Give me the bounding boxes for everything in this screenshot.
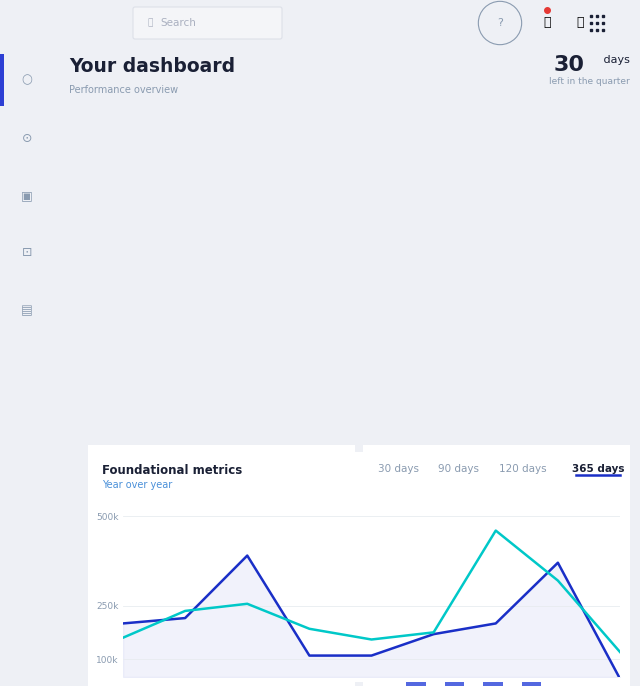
Text: This week  ∨: This week ∨ [379, 478, 441, 488]
Text: days: days [600, 55, 630, 65]
Text: Year over year: Year over year [102, 480, 172, 490]
Text: This quarter: This quarter [104, 478, 163, 488]
Text: Performance overview: Performance overview [69, 85, 178, 95]
FancyBboxPatch shape [361, 443, 632, 686]
Bar [483, 571, 502, 686]
Text: Search: Search [160, 18, 196, 28]
Bar [522, 543, 541, 686]
Text: Your dashboard: Your dashboard [69, 57, 235, 76]
Text: 🔔: 🔔 [543, 16, 551, 29]
Text: ?: ? [497, 18, 503, 28]
Text: 🔍: 🔍 [147, 19, 152, 27]
Bar [445, 563, 464, 686]
Text: ⊙: ⊙ [22, 132, 32, 145]
FancyBboxPatch shape [86, 450, 632, 684]
Text: ○: ○ [22, 73, 33, 86]
Text: 30 days: 30 days [378, 464, 419, 474]
FancyBboxPatch shape [86, 443, 357, 686]
Text: 30: 30 [554, 55, 585, 75]
Text: Consultations: Consultations [379, 462, 470, 475]
Bar [0, 54, 4, 106]
FancyBboxPatch shape [133, 7, 282, 39]
Text: 👤: 👤 [576, 16, 584, 29]
Text: left in the quarter: left in the quarter [549, 77, 630, 86]
Text: ▤: ▤ [21, 305, 33, 318]
Text: ⊡: ⊡ [22, 246, 32, 259]
Text: ▣: ▣ [21, 189, 33, 202]
Text: 90 days: 90 days [438, 464, 479, 474]
Text: Account reach: Account reach [104, 462, 199, 475]
Text: 67%: 67% [197, 578, 245, 598]
Text: 120 days: 120 days [499, 464, 547, 474]
Bar [406, 649, 426, 686]
Text: 365 days: 365 days [572, 464, 624, 474]
Text: Foundational metrics: Foundational metrics [102, 464, 243, 477]
